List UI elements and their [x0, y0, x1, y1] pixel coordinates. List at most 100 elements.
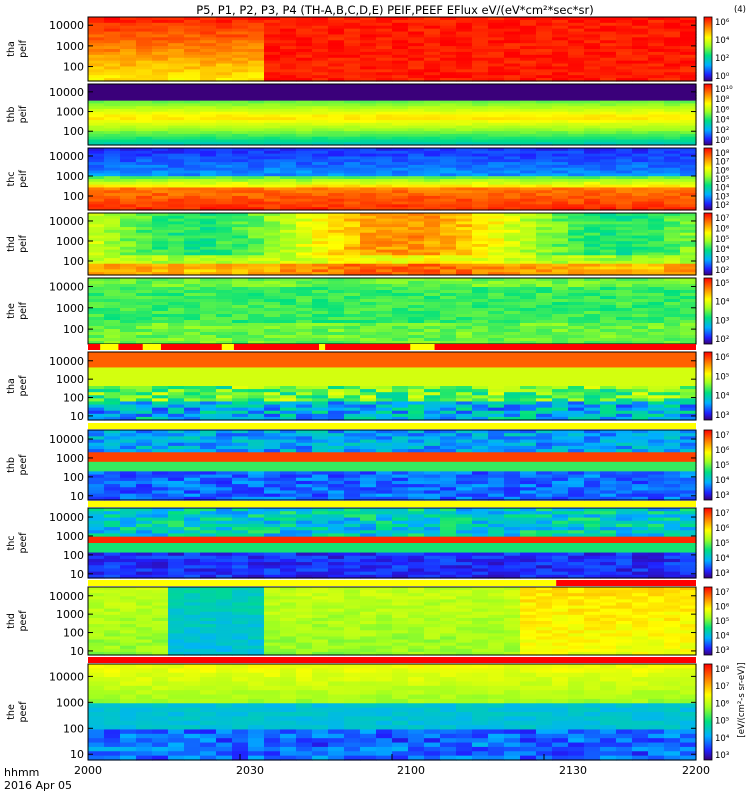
spectrogram-cell	[552, 317, 569, 321]
spectrogram-cell	[488, 299, 505, 303]
spectrogram-cell	[88, 244, 105, 248]
spectrogram-cell	[568, 153, 585, 158]
spectrogram-cell	[392, 379, 409, 384]
spectrogram-cell	[600, 46, 617, 50]
spectrogram-cell	[488, 361, 505, 365]
spectrogram-cell	[184, 133, 201, 138]
spectrogram-cell	[408, 72, 425, 76]
spectrogram-cell	[136, 278, 153, 282]
spectrogram-cell	[168, 249, 185, 254]
spectrogram-cell	[280, 244, 297, 248]
spectrogram-cell	[248, 25, 265, 30]
spectrogram-cell	[136, 198, 153, 203]
spectrogram-cell	[552, 19, 569, 24]
status-bar-segment	[319, 344, 326, 350]
spectrogram-cell	[424, 308, 441, 312]
spectrogram-cell	[472, 60, 489, 65]
spectrogram-cell	[216, 108, 233, 113]
spectrogram-cell	[136, 218, 153, 223]
spectrogram-cell	[184, 114, 201, 118]
spectrogram-cell	[536, 201, 553, 205]
spectrogram-cell	[104, 114, 121, 118]
spectrogram-cell	[552, 69, 569, 73]
spectrogram-cell	[552, 122, 569, 127]
spectrogram-cell	[632, 278, 649, 282]
spectrogram-cell	[200, 326, 217, 330]
spectrogram-cell	[680, 290, 697, 294]
spectrogram-cell	[648, 164, 665, 169]
spectrogram-cell	[424, 187, 441, 191]
spectrogram-cell	[152, 299, 169, 303]
spectrogram-cell	[184, 232, 201, 237]
spectrogram-cell	[200, 63, 217, 68]
spectrogram-cell	[568, 367, 585, 372]
spectrogram-cell	[152, 320, 169, 324]
spectrogram-cell	[296, 308, 313, 312]
spectrogram-cell	[376, 332, 393, 336]
spectrogram-cell	[680, 229, 697, 234]
spectrogram-cell	[392, 111, 409, 116]
spectrogram-cell	[616, 46, 633, 50]
spectrogram-cell	[616, 326, 633, 330]
spectrogram-cell	[488, 281, 505, 285]
spectrogram-cell	[680, 266, 697, 270]
spectrogram-cell	[360, 278, 377, 282]
spectrogram-cell	[504, 241, 521, 245]
spectrogram-cell	[616, 249, 633, 254]
spectrogram-cell	[664, 100, 681, 105]
spectrogram-cell	[200, 72, 217, 76]
spectrogram-cell	[104, 204, 121, 208]
spectrogram-cell	[584, 229, 601, 234]
spectrogram-cell	[152, 75, 169, 79]
spectrogram-cell	[184, 156, 201, 160]
spectrogram-cell	[552, 57, 569, 62]
spectrogram-cell	[568, 246, 585, 251]
spectrogram-cell	[568, 376, 585, 381]
spectrogram-cell	[536, 207, 553, 211]
spectrogram-cell	[584, 60, 601, 65]
spectrogram-cell	[168, 190, 185, 194]
spectrogram-cell	[88, 227, 105, 231]
spectrogram-cell	[648, 181, 665, 186]
spectrogram-cell	[184, 311, 201, 315]
spectrogram-cell	[392, 159, 409, 163]
spectrogram-cell	[88, 293, 105, 297]
spectrogram-cell	[168, 382, 185, 387]
spectrogram-cell	[440, 164, 457, 169]
spectrogram-cell	[248, 66, 265, 70]
spectrogram-cell	[664, 193, 681, 197]
spectrogram-cell	[296, 272, 313, 276]
spectrogram-cell	[680, 207, 697, 211]
spectrogram-cell	[168, 193, 185, 197]
spectrogram-cell	[520, 213, 537, 217]
spectrogram-cell	[536, 320, 553, 324]
spectrogram-cell	[88, 361, 105, 365]
spectrogram-cell	[120, 218, 137, 223]
spectrogram-cell	[120, 120, 137, 124]
spectrogram-cell	[568, 78, 585, 82]
spectrogram-cell	[440, 382, 457, 387]
spectrogram-cell	[440, 370, 457, 375]
spectrogram-cell	[552, 367, 569, 372]
spectrogram-cell	[552, 305, 569, 309]
spectrogram-cell	[472, 263, 489, 268]
panel-label-product: peif	[18, 105, 29, 124]
spectrogram-cell	[584, 241, 601, 245]
spectrogram-cell	[632, 136, 649, 141]
spectrogram-cell	[264, 379, 281, 384]
spectrogram-cell	[488, 51, 505, 56]
spectrogram-cell	[424, 181, 441, 186]
spectrogram-cell	[88, 43, 105, 47]
spectrogram-cell	[184, 221, 201, 225]
spectrogram-cell	[360, 72, 377, 76]
spectrogram-cell	[248, 114, 265, 118]
spectrogram-cell	[552, 227, 569, 231]
spectrogram-cell	[264, 284, 281, 288]
spectrogram-cell	[248, 367, 265, 372]
spectrogram-cell	[632, 266, 649, 270]
spectrogram-cell	[376, 392, 393, 396]
spectrogram-cell	[280, 241, 297, 245]
spectrogram-cell	[552, 249, 569, 254]
spectrogram-cell	[520, 69, 537, 73]
spectrogram-cell	[200, 232, 217, 237]
